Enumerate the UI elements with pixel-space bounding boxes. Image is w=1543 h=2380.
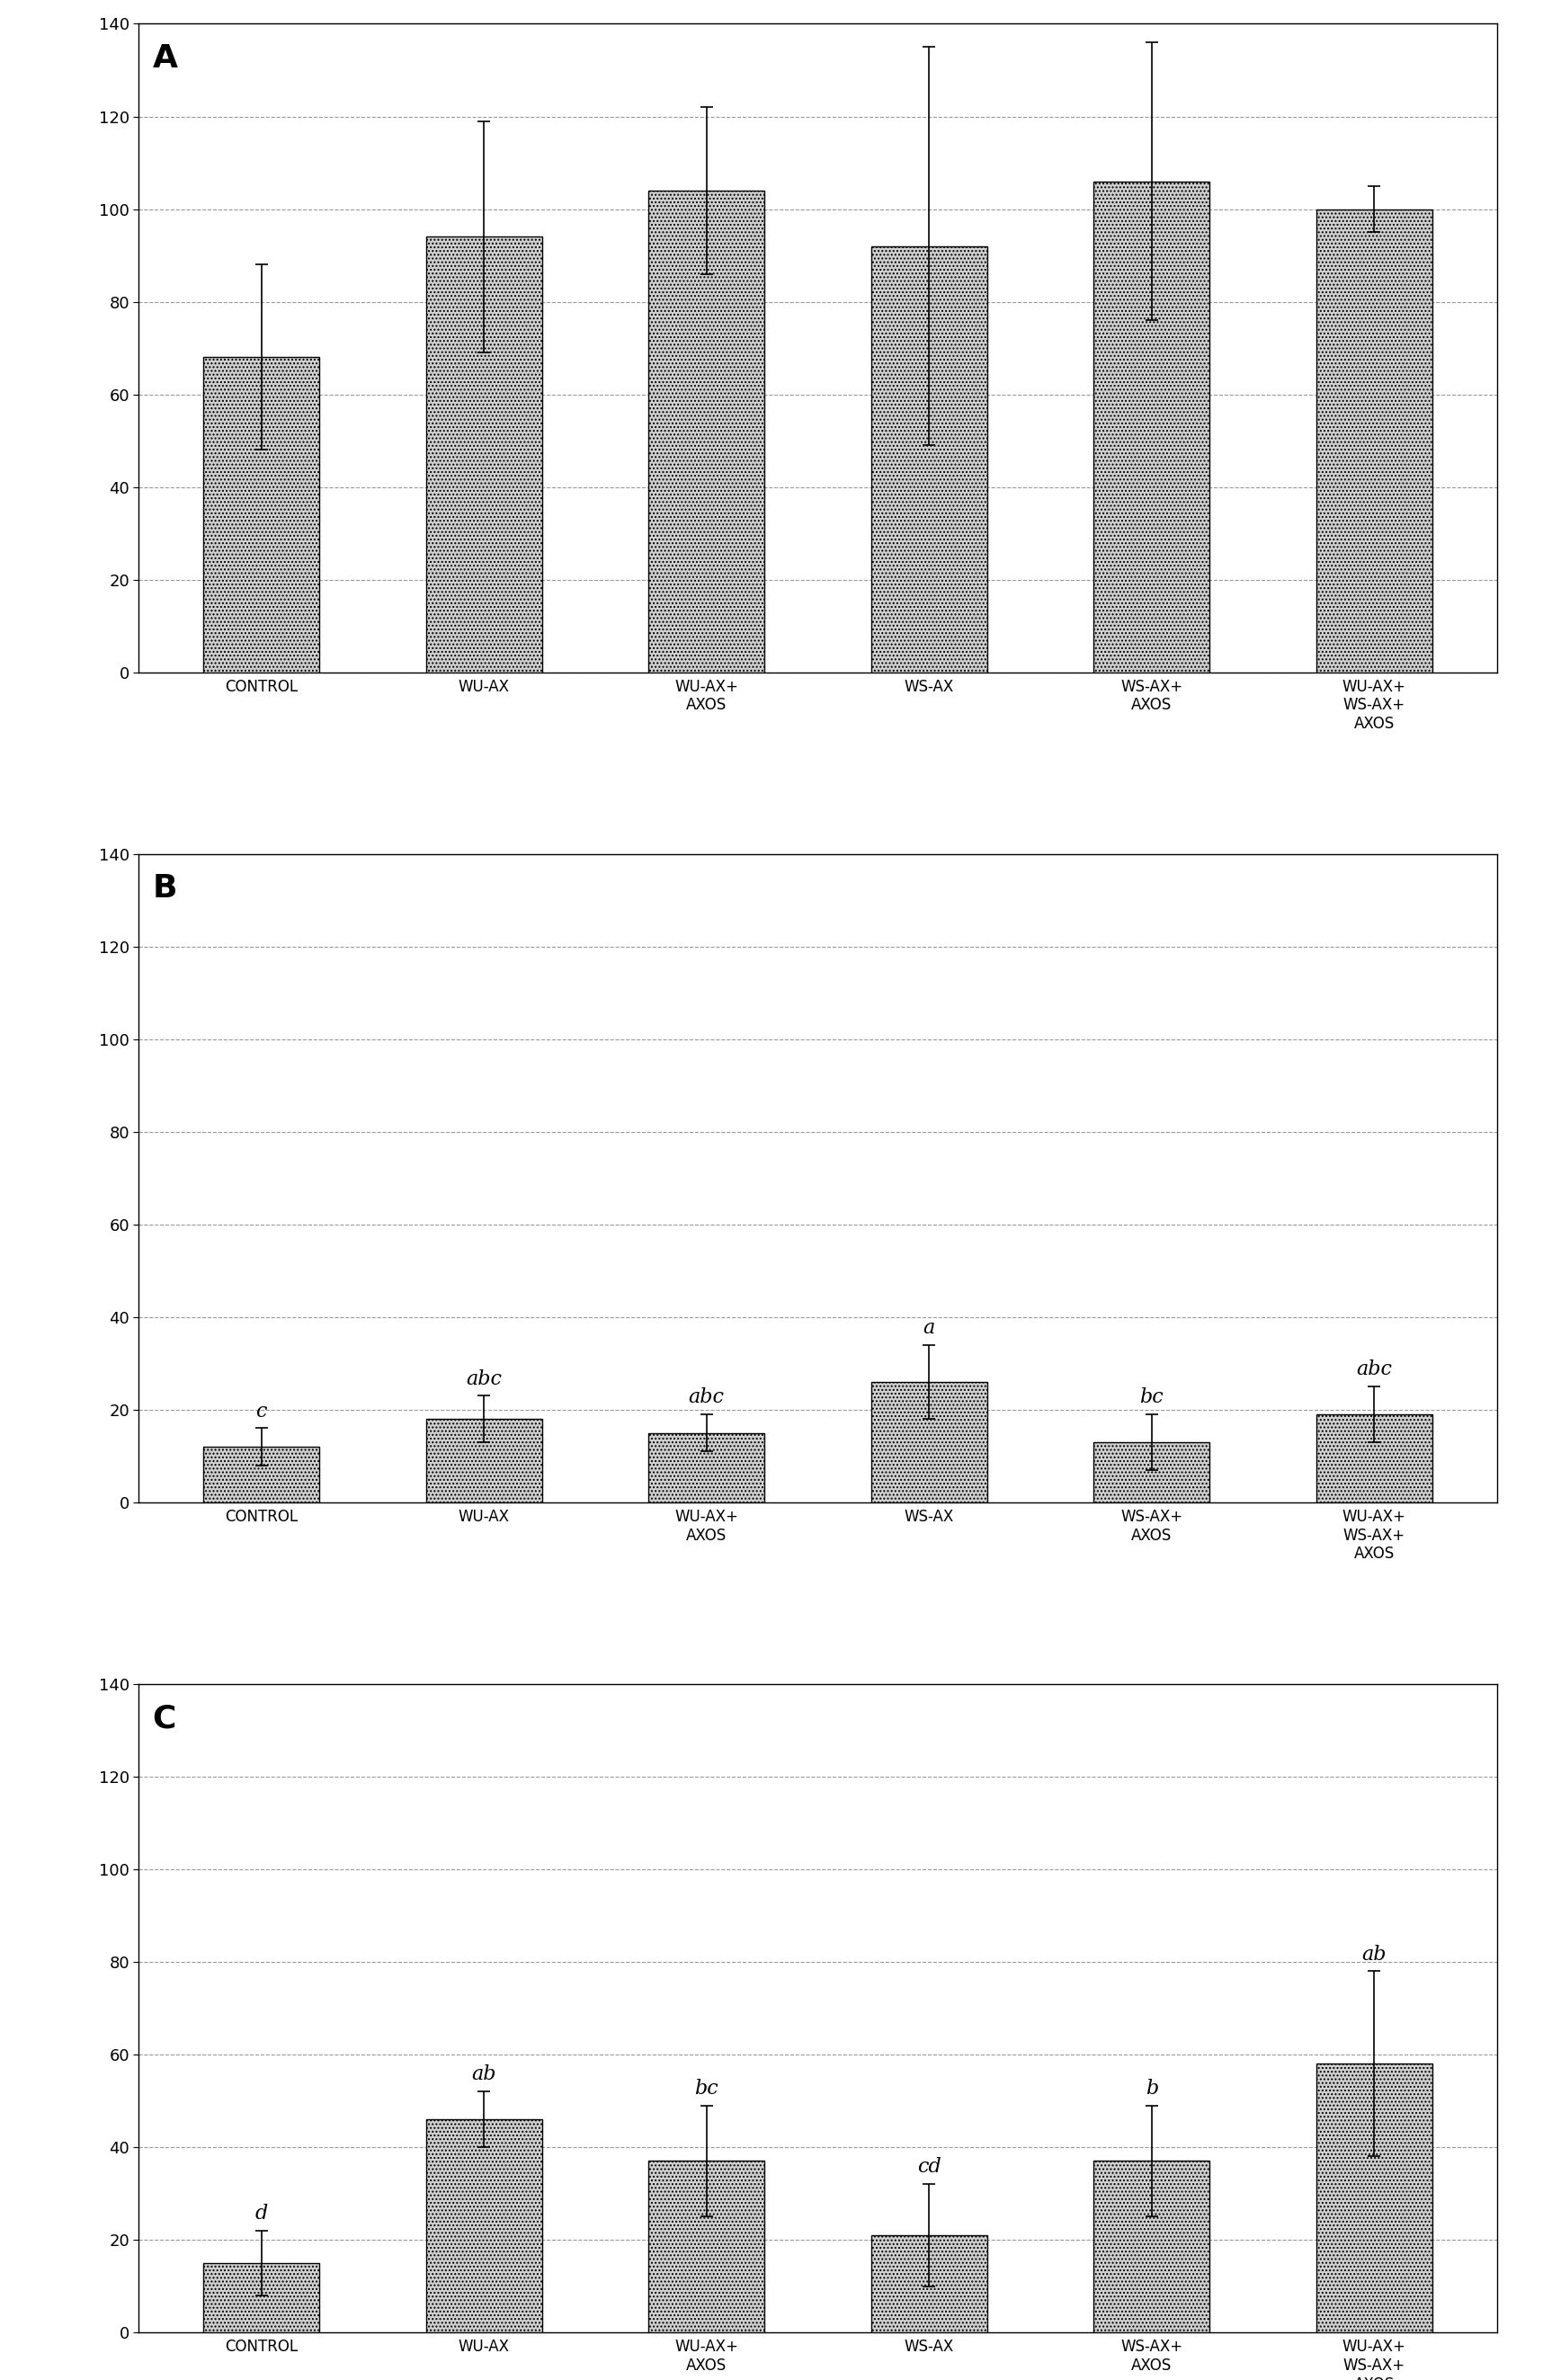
Text: A: A [153,43,177,74]
Text: c: c [256,1402,267,1421]
Text: ab: ab [472,2066,497,2085]
Text: a: a [923,1319,935,1338]
Text: ab: ab [1362,1944,1387,1963]
Bar [1316,209,1432,671]
Text: bc: bc [694,2078,719,2099]
Bar [1316,1414,1432,1502]
Text: C: C [153,1704,176,1735]
Bar [204,1447,319,1502]
Bar [648,2161,764,2332]
Bar [204,2263,319,2332]
Text: bc: bc [1140,1388,1163,1407]
Text: cd: cd [917,2156,941,2178]
Bar [648,190,764,671]
Text: abc: abc [1356,1359,1392,1380]
Bar [426,238,542,671]
Bar [648,1433,764,1502]
Text: abc: abc [466,1368,501,1390]
Bar [426,2118,542,2332]
Bar [872,1383,988,1502]
Text: B: B [153,873,177,904]
Bar [1094,181,1210,671]
Bar [1094,1442,1210,1502]
Text: abc: abc [688,1388,725,1407]
Bar [872,245,988,671]
Bar [1316,2063,1432,2332]
Bar [1094,2161,1210,2332]
Bar [872,2235,988,2332]
Text: b: b [1145,2078,1159,2099]
Bar [204,357,319,671]
Text: d: d [255,2204,267,2223]
Bar [426,1418,542,1502]
